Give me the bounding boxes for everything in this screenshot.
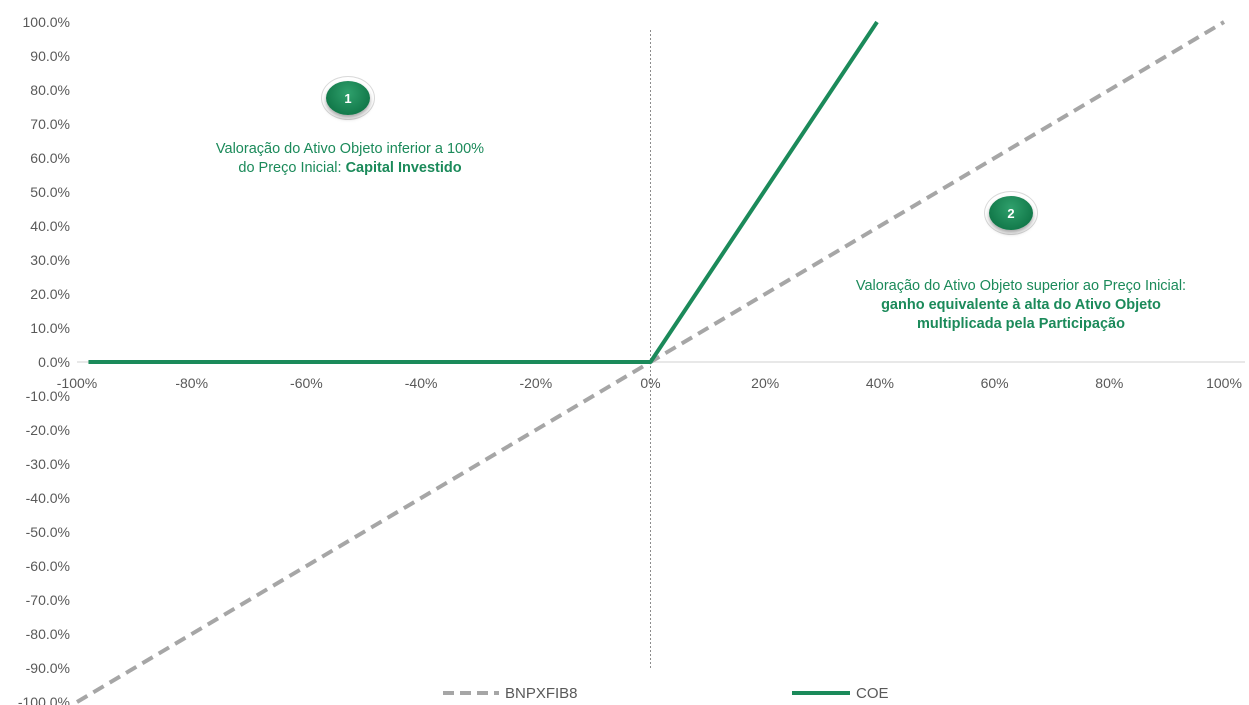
legend-swatch-solid	[792, 691, 850, 695]
x-tick-label: 20%	[751, 375, 779, 391]
y-tick-labels: 100.0% 90.0% 80.0% 70.0% 60.0% 50.0% 40.0% 30.0…	[18, 14, 70, 705]
x-tick-labels: -100% -80% -60% -40% -20% 0% 20% 40% 60% 80% 100%	[57, 375, 1242, 391]
x-tick-label: -60%	[290, 375, 323, 391]
legend-swatch-dashed	[443, 691, 499, 695]
annotation-2: Valoração do Ativo Objeto superior ao Pr…	[815, 277, 1227, 334]
x-tick-label: 80%	[1095, 375, 1123, 391]
legend-item-coe: COE	[792, 683, 889, 703]
legend-label-bnpxfib8: BNPXFIB8	[505, 684, 578, 702]
annotation-badge-2: 2	[989, 196, 1033, 230]
y-tick-label: -100.0%	[18, 694, 70, 705]
y-tick-label: 0.0%	[38, 354, 70, 370]
y-tick-label: 50.0%	[30, 184, 70, 200]
annotation-2-line1: Valoração do Ativo Objeto superior ao Pr…	[855, 278, 1187, 294]
annotation-1-line2-bold: Capital Investido	[345, 160, 462, 176]
y-tick-label: 30.0%	[30, 252, 70, 268]
x-tick-label: 0%	[640, 375, 660, 391]
x-tick-label: -100%	[57, 375, 97, 391]
y-tick-label: -70.0%	[26, 592, 70, 608]
series-lines	[75, 20, 1226, 704]
annotation-1-line1: Valoração do Ativo Objeto inferior a 100…	[215, 141, 485, 157]
y-tick-label: -10.0%	[26, 388, 70, 404]
legend-item-bnpxfib8: BNPXFIB8	[443, 683, 578, 703]
y-tick-label: -60.0%	[26, 558, 70, 574]
y-tick-label: 10.0%	[30, 320, 70, 336]
x-tick-label: 60%	[981, 375, 1009, 391]
x-tick-label: -20%	[519, 375, 552, 391]
annotation-2-line3: multiplicada pela Participação	[917, 316, 1125, 332]
y-tick-label: 60.0%	[30, 150, 70, 166]
y-tick-label: 90.0%	[30, 48, 70, 64]
x-tick-label: -40%	[405, 375, 438, 391]
y-tick-label: 20.0%	[30, 286, 70, 302]
y-tick-label: -90.0%	[26, 660, 70, 676]
x-tick-label: 100%	[1206, 375, 1242, 391]
x-tick-label: -80%	[175, 375, 208, 391]
series-line-coe	[88, 20, 879, 364]
annotation-1-line2-plain: do Preço Inicial:	[238, 160, 346, 176]
y-tick-label: 80.0%	[30, 82, 70, 98]
y-tick-label: 100.0%	[23, 14, 70, 30]
annotation-1: Valoração do Ativo Objeto inferior a 100…	[160, 140, 540, 178]
y-tick-label: -40.0%	[26, 490, 70, 506]
y-tick-label: 40.0%	[30, 218, 70, 234]
y-tick-label: -80.0%	[26, 626, 70, 642]
annotation-2-line2: ganho equivalente à alta do Ativo Objeto	[881, 297, 1161, 313]
y-tick-label: -50.0%	[26, 524, 70, 540]
x-tick-label: 40%	[866, 375, 894, 391]
y-tick-label: 70.0%	[30, 116, 70, 132]
y-tick-label: -30.0%	[26, 456, 70, 472]
annotation-1-line2: do Preço Inicial: Capital Investido	[160, 159, 540, 178]
annotation-badge-1: 1	[326, 81, 370, 115]
legend-label-coe: COE	[856, 684, 889, 702]
y-tick-label: -20.0%	[26, 422, 70, 438]
